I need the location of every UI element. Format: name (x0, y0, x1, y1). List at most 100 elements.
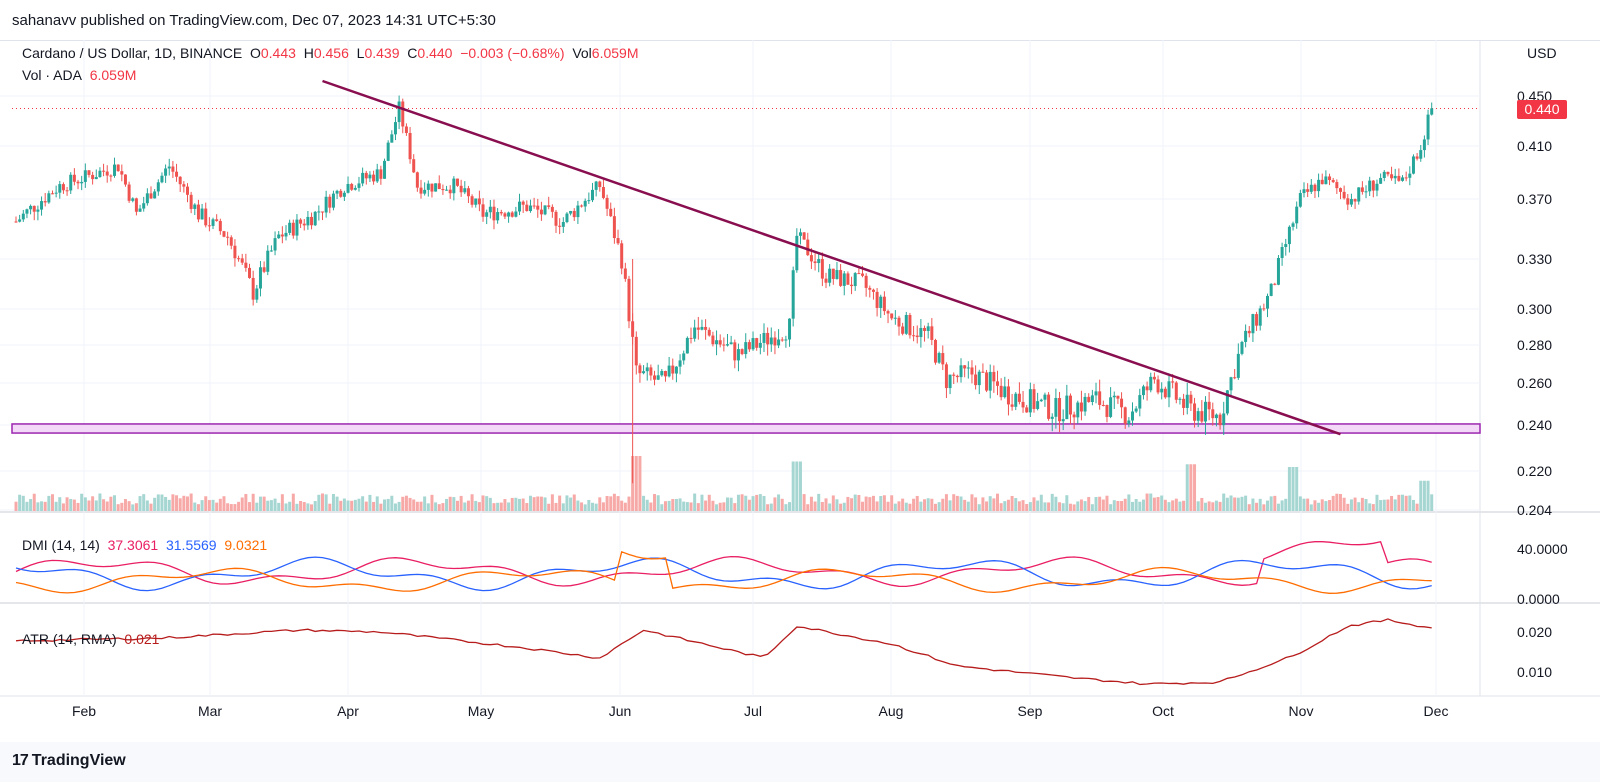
volume-bar (1375, 494, 1379, 511)
candle-body (751, 338, 755, 350)
currency-label[interactable]: USD (1527, 45, 1557, 61)
candle-body (1112, 395, 1116, 398)
descending-trendline (322, 79, 1341, 436)
volume-bar (1349, 499, 1353, 511)
month-tick-label: Apr (337, 703, 359, 719)
volume-bar (868, 497, 872, 511)
candle-body (415, 172, 419, 188)
volume-bar (361, 496, 365, 511)
volume-bar (306, 503, 310, 511)
candle-body (18, 219, 22, 222)
volume-bar (477, 502, 481, 511)
volume-bar (536, 496, 540, 511)
candle-body (40, 201, 44, 210)
candle-body (1218, 414, 1222, 426)
volume-bar (364, 501, 368, 511)
volume-bar (47, 495, 51, 511)
candle-body (1426, 114, 1430, 140)
price-chart-svg[interactable]: 0.4500.4100.3700.3300.3000.2800.2600.240… (0, 40, 1600, 742)
candle-body (1072, 414, 1076, 418)
candle-body (634, 336, 638, 366)
volume-bar (871, 495, 875, 511)
volume-bar (127, 501, 131, 511)
footer: 17 TradingView (0, 742, 1600, 782)
volume-bar (1313, 500, 1317, 511)
volume-bar (54, 501, 58, 511)
volume-bar (430, 494, 434, 511)
volume-bar (1090, 504, 1094, 511)
candle-body (1189, 394, 1193, 404)
volume-bar (222, 496, 226, 511)
candle-body (678, 360, 682, 367)
candle-body (499, 212, 503, 214)
volume-bar (185, 496, 189, 511)
candle-body (853, 273, 857, 287)
candle-body (193, 204, 197, 209)
volume-bar (1411, 499, 1415, 511)
candle-body (864, 275, 868, 288)
volume-bar (780, 498, 784, 511)
candle-body (685, 337, 689, 354)
volume-bar (1353, 497, 1357, 511)
volume-bar (1390, 495, 1394, 511)
volume-bar (1357, 502, 1361, 511)
candle-body (134, 198, 138, 212)
volume-bar (211, 499, 215, 511)
candle-body (1371, 180, 1375, 191)
candle-body (1174, 382, 1178, 400)
chart-area[interactable]: 0.450 0.410 0.370 0.330 0.300 0.280 0.260 0.240… (0, 40, 1600, 742)
candle-body (831, 268, 835, 279)
volume-bar (25, 501, 29, 511)
candle-body (649, 367, 653, 376)
volume-bar (828, 503, 832, 511)
volume-bar (532, 497, 536, 511)
volume-bar (295, 503, 299, 511)
volume-bar (36, 502, 40, 511)
candle-body (518, 201, 522, 212)
volume-bar (1287, 467, 1291, 511)
close-label: C (407, 45, 418, 61)
volume-bar (846, 496, 850, 511)
candle-body (211, 219, 215, 226)
candle-body (871, 289, 875, 292)
candle-body (974, 374, 978, 386)
candle-body (660, 370, 664, 376)
volume-bar (1342, 497, 1346, 511)
volume-bar (65, 497, 69, 511)
open-label: O (249, 45, 261, 61)
candle-body (908, 314, 912, 336)
candle-body (200, 208, 204, 220)
candle-body (536, 205, 540, 210)
symbol-title: Cardano / US Dollar, 1D, BINANCE (22, 45, 243, 61)
volume-bar (189, 493, 193, 511)
volume-bar (488, 497, 492, 511)
candle-body (1149, 376, 1153, 391)
price-tick-label: 0.370 (1517, 191, 1552, 207)
volume-bar (1028, 502, 1032, 511)
volume-bar (463, 502, 467, 511)
candle-body (1076, 402, 1080, 418)
volume-bar (919, 501, 923, 511)
candle-body (653, 375, 657, 380)
volume-bar (255, 502, 259, 511)
volume-bar (324, 494, 328, 511)
candle-body (426, 183, 430, 190)
candle-body (861, 273, 865, 276)
volume-bar (415, 501, 419, 511)
volume-bar (674, 498, 678, 511)
candle-body (496, 212, 500, 221)
candle-body (302, 223, 306, 226)
volume-bar (550, 494, 554, 511)
volume-bar (1360, 497, 1364, 511)
candle-body (1229, 377, 1233, 391)
high-value: 0.456 (313, 45, 349, 61)
tradingview-logo[interactable]: 17 TradingView (12, 752, 126, 770)
volume-bar (1160, 495, 1164, 511)
candle-body (937, 353, 941, 363)
candle-body (277, 234, 281, 239)
volume-bar (583, 504, 587, 511)
volume-bar (455, 500, 459, 511)
candle-body (663, 370, 667, 377)
candle-body (569, 210, 573, 214)
volume-bar (320, 493, 324, 511)
